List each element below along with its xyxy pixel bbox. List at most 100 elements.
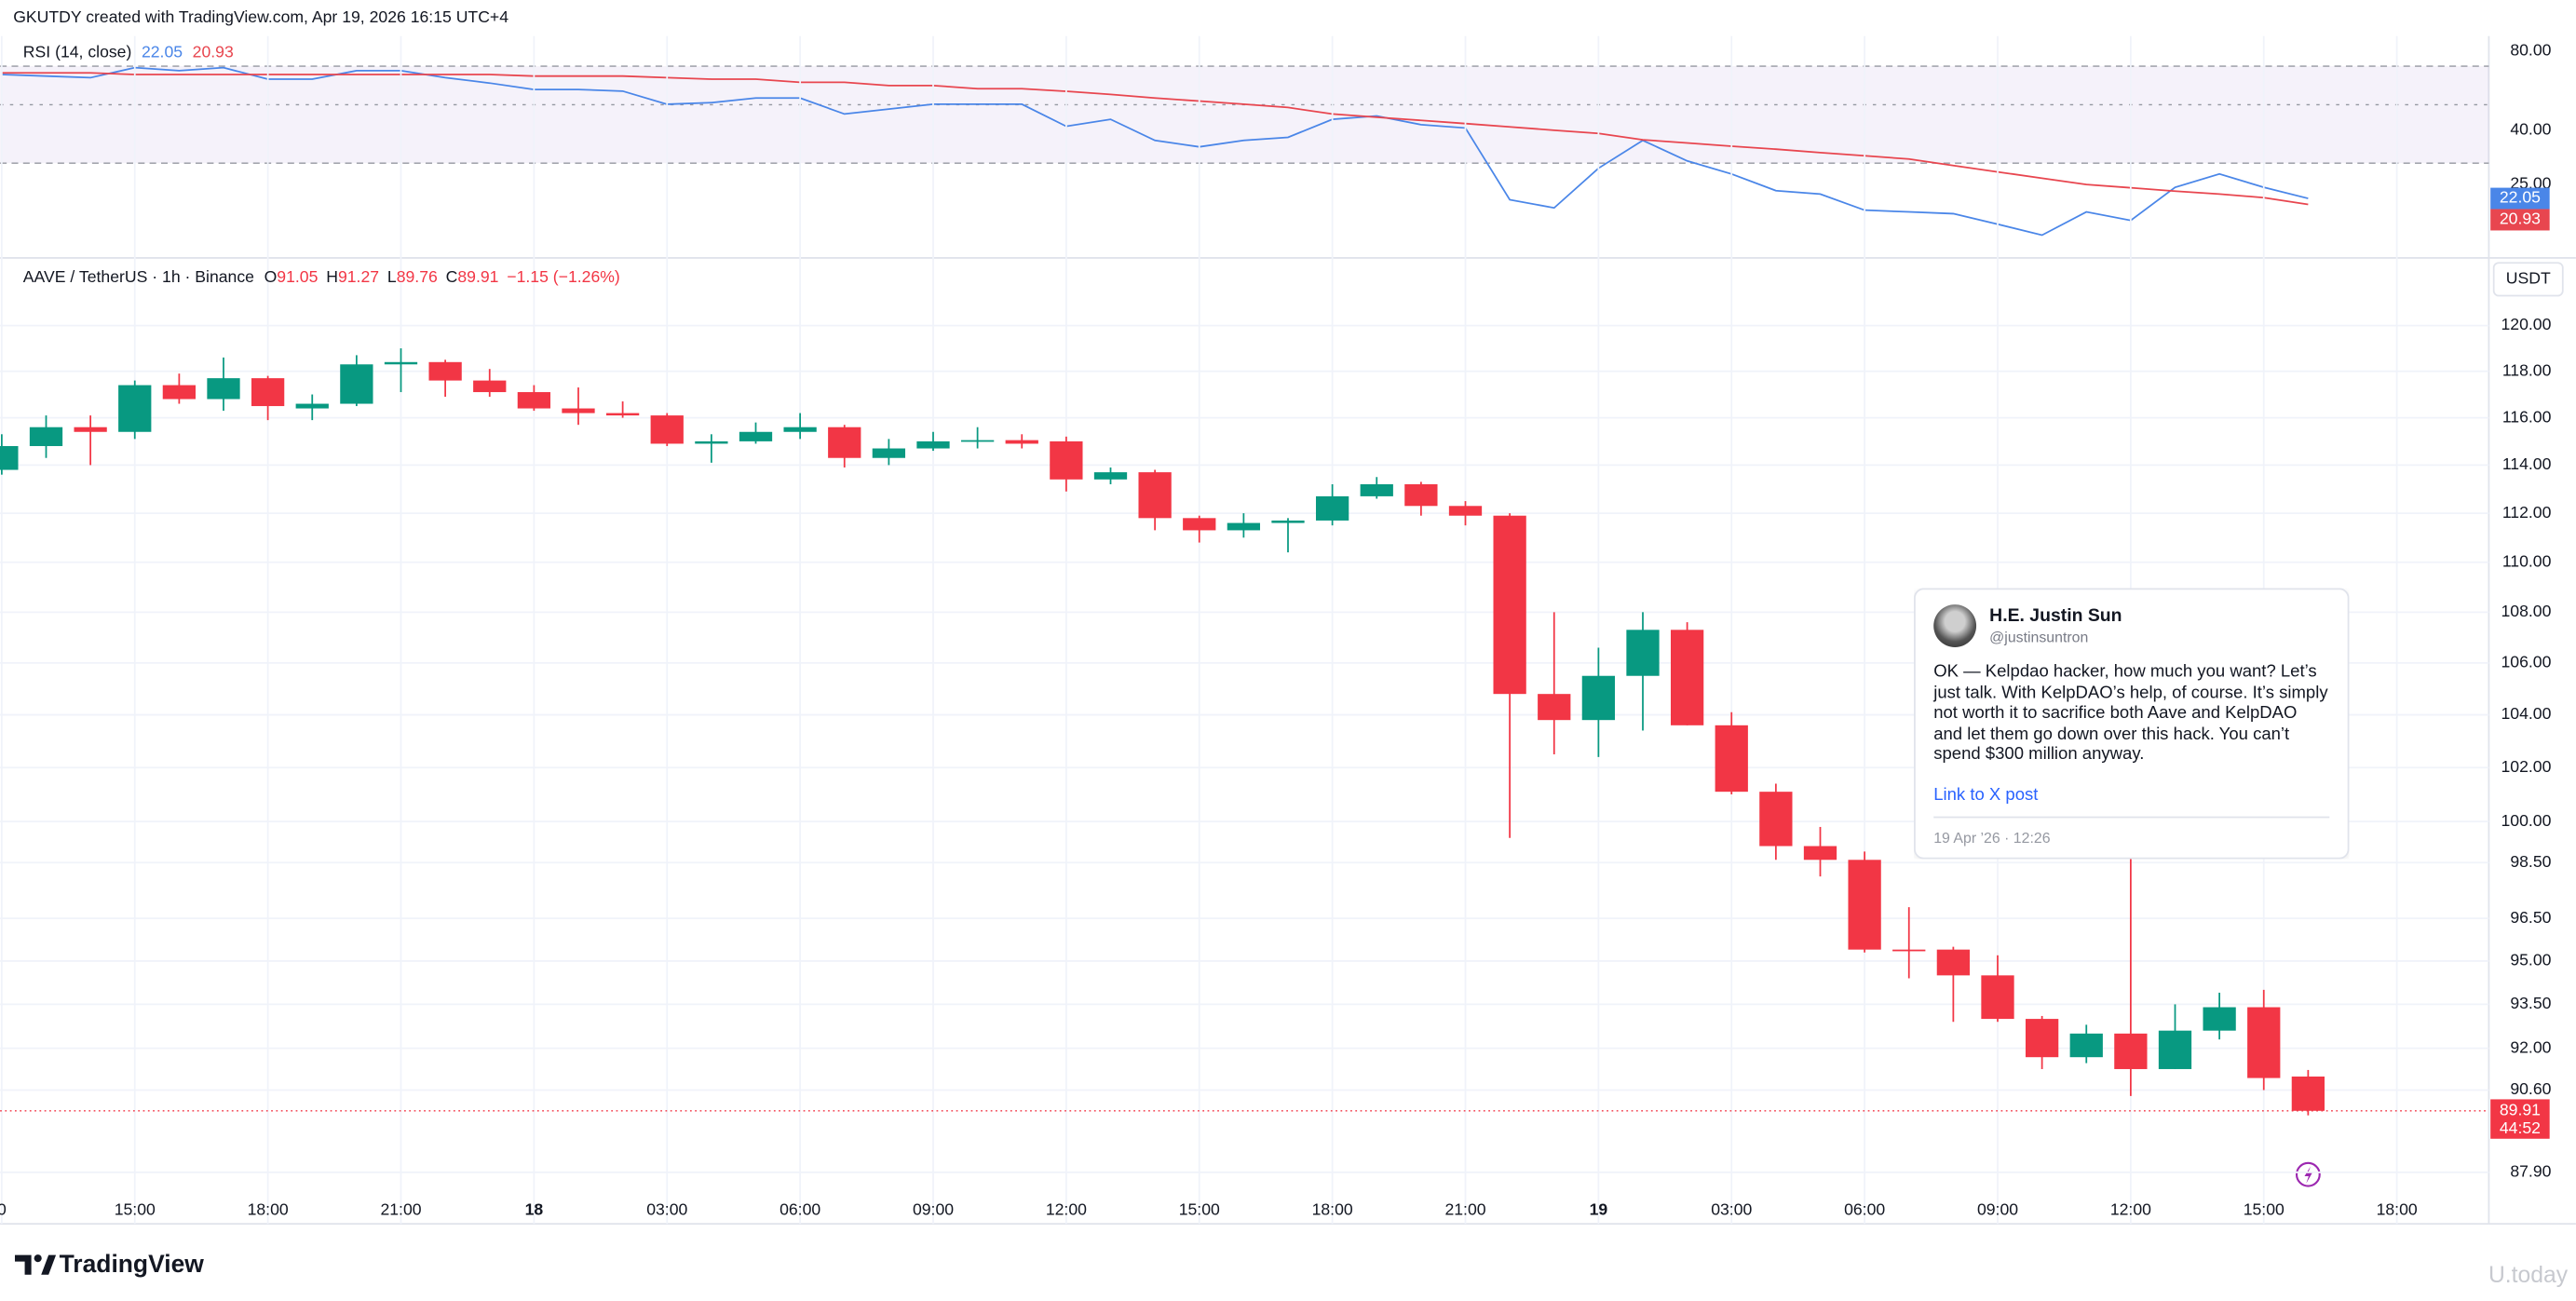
y-tick-label: 25.00 [2510,173,2551,192]
candle-body [1936,949,1971,976]
candle-body [1759,792,1793,847]
candle-body [2158,1030,2192,1069]
tweet-link[interactable]: Link to X post [1933,785,2039,806]
candle-body [118,385,152,432]
x-tick-label: 15:00 [1179,1200,1220,1219]
y-tick-label: 87.90 [2510,1161,2551,1180]
y-tick-label: 98.50 [2510,852,2551,871]
x-tick-label: 06:00 [1844,1200,1885,1219]
x-tick-label: 19 [1590,1200,1608,1219]
tweet-card-frame: H.E. Justin Sun @justinsuntron OK — Kelp… [1914,588,2350,860]
candle-body [295,403,329,409]
tweet-date: 19 Apr ’26 · 12:26 [1933,816,2330,846]
candle-body [1404,483,1438,507]
candle-body [695,440,728,444]
candle-body [872,448,906,458]
logo: TradingView [14,1250,204,1278]
change: −1.15 (−1.26%) [507,267,620,286]
rsi-band [0,66,2489,164]
candle-body [783,427,817,432]
candle-body [562,408,595,413]
x-tick-label: 18 [525,1200,544,1219]
x-tick-label: 15:00 [115,1200,156,1219]
currency: USDT [2506,269,2551,288]
x-tick-label: 12:00 [1046,1200,1087,1219]
y-tick-label: 110.00 [2502,551,2552,570]
ohlc-value: 89.91 [457,267,498,286]
x-tick-label: 18:00 [248,1200,289,1219]
candle-body [1670,630,1704,725]
rsi-badge-label: 22.05 [2500,188,2541,207]
candle-body [650,415,684,444]
tweet-header: H.E. Justin Sun @justinsuntron [1933,604,2329,647]
candle-body [340,364,373,404]
candle-body [2114,1033,2148,1069]
candle-body [251,378,285,407]
candle-body [1715,725,1748,793]
candle-body [2203,1007,2236,1031]
candle-body [2025,1019,2059,1058]
candle-body [2069,1033,2103,1058]
ohlc-label: C [446,267,458,286]
y-tick-label: 114.00 [2502,454,2552,473]
x-tick-label: 15:00 [2244,1200,2285,1219]
rsi-title: RSI (14, close) [23,42,132,61]
y-tick-label: 118.00 [2502,360,2552,379]
countdown: 44:52 [2500,1118,2541,1137]
y-tick-label: 40.00 [2510,120,2551,139]
candle-body [739,431,773,441]
tweet-handle: @justinsuntron [1989,629,2089,646]
y-tick-label: 95.00 [2510,951,2551,969]
rsi-badge-label: 20.93 [2500,210,2541,228]
x-tick-label: 18:00 [2377,1200,2418,1219]
rsi-value: 22.05 [142,42,183,61]
tweet-name: H.E. Justin Sun [1989,605,2122,627]
candle-body [1803,846,1837,861]
y-tick-label: 108.00 [2501,602,2552,620]
rsi-badge [2490,187,2550,210]
x-tick-label: 21:00 [1444,1200,1485,1219]
candle-body [1050,440,1083,480]
candle-body [1448,506,1483,516]
x-tick-label: 09:00 [913,1200,954,1219]
candle-body [916,440,950,449]
ohlc-value: 89.76 [397,267,438,286]
x-tick-label: 12:00 [2110,1200,2151,1219]
tweet-text: OK — Kelpdao hacker, how much you want? … [1933,661,2328,765]
candle-body [1360,483,1393,496]
y-tick-label: 112.00 [2502,503,2552,522]
candle-body [74,427,107,432]
candle-body [1981,975,2014,1020]
candle-body [1271,520,1305,523]
ohlc-value: 91.27 [338,267,379,286]
x-tick-label: 06:00 [780,1200,820,1219]
rsi-value: 20.93 [193,42,234,61]
x-tick-label: 21:00 [380,1200,421,1219]
candle-body [207,378,240,400]
candle-body [2291,1076,2325,1111]
candle-body [2247,1007,2281,1078]
symbol-legend: AAVE / TetherUS · 1h · Binance O91.05 H91.… [23,267,620,286]
candle-body [1315,495,1349,521]
ohlc-label: O [264,267,278,286]
candle-body [384,361,418,365]
candle-body [1005,440,1038,444]
candle-body [605,413,640,416]
y-tick-label: 100.00 [2501,811,2552,830]
candle-body [1538,694,1571,721]
candle-body [1493,515,1526,695]
candle-body [29,427,63,446]
x-tick-label: 18:00 [1312,1200,1353,1219]
candle-body [1093,472,1128,480]
avatar [1933,604,1977,647]
x-tick-label: 09:00 [1977,1200,2018,1219]
y-tick-label: 104.00 [2501,704,2552,723]
candle-body [960,440,995,442]
y-tick-label: 106.00 [2501,653,2552,671]
rsi-legend: RSI (14, close) 22.05 20.93 [23,42,234,61]
lightning-icon [2295,1161,2321,1187]
x-tick-label: 03:00 [646,1200,687,1219]
